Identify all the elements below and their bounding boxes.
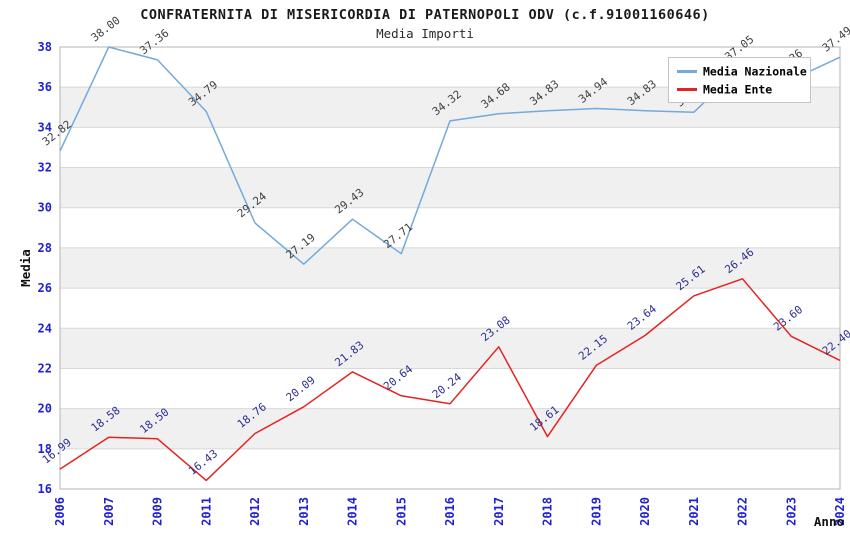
point-label: 37.49 bbox=[820, 24, 850, 55]
y-tick-label: 32 bbox=[38, 161, 52, 175]
grid-band bbox=[60, 167, 840, 208]
grid-band bbox=[60, 408, 840, 449]
x-tick-label: 2011 bbox=[199, 497, 213, 526]
x-tick-label: 2024 bbox=[833, 497, 847, 526]
y-tick-label: 20 bbox=[38, 402, 52, 416]
y-tick-label: 36 bbox=[38, 80, 52, 94]
chart-subtitle: Media Importi bbox=[376, 26, 474, 41]
x-tick-label: 2013 bbox=[297, 497, 311, 526]
x-axis-title: Anno bbox=[814, 514, 844, 529]
grid-band bbox=[60, 328, 840, 369]
chart-title: CONFRATERNITA DI MISERICORDIA DI PATERNO… bbox=[140, 7, 709, 23]
grid-band bbox=[60, 247, 840, 289]
y-tick-label: 34 bbox=[38, 120, 52, 134]
x-tick-label: 2015 bbox=[394, 497, 408, 526]
x-tick-label: 2018 bbox=[541, 497, 555, 526]
legend-label-media-ente: Media Ente bbox=[703, 83, 772, 97]
y-tick-label: 28 bbox=[38, 241, 52, 255]
x-tick-label: 2019 bbox=[589, 497, 603, 526]
point-label: 38.00 bbox=[89, 14, 123, 45]
point-label: 16.99 bbox=[40, 436, 74, 467]
point-label: 27.71 bbox=[381, 220, 415, 251]
x-tick-label: 2006 bbox=[53, 497, 67, 526]
legend: Media Nazionale Media Ente bbox=[668, 57, 811, 103]
series-line-media-ente bbox=[59, 278, 841, 482]
y-tick-label: 18 bbox=[38, 442, 52, 456]
y-tick-label: 26 bbox=[38, 281, 52, 295]
legend-box bbox=[668, 57, 811, 103]
point-label: 16.43 bbox=[186, 447, 220, 478]
point-label: 20.24 bbox=[430, 370, 464, 401]
y-tick-label: 24 bbox=[38, 321, 52, 335]
x-tick-label: 2017 bbox=[492, 497, 506, 526]
x-tick-label: 2022 bbox=[736, 497, 750, 526]
y-tick-label: 30 bbox=[38, 201, 52, 215]
y-tick-label: 38 bbox=[38, 40, 52, 54]
x-tick-label: 2012 bbox=[248, 497, 262, 526]
point-label: 37.36 bbox=[137, 27, 171, 58]
x-tick-label: 2020 bbox=[638, 497, 652, 526]
y-axis-title: Media bbox=[18, 249, 33, 287]
x-tick-label: 2023 bbox=[784, 497, 798, 526]
x-tick-label: 2021 bbox=[687, 497, 701, 526]
legend-label-media-nazionale: Media Nazionale bbox=[703, 65, 807, 79]
y-tick-label: 16 bbox=[38, 482, 52, 496]
plot-frame bbox=[59, 46, 841, 490]
x-tick-label: 2016 bbox=[443, 497, 457, 526]
y-tick-label: 22 bbox=[38, 361, 52, 375]
x-tick-label: 2007 bbox=[102, 497, 116, 526]
x-tick-label: 2014 bbox=[346, 497, 360, 526]
x-tick-label: 2009 bbox=[151, 497, 165, 526]
